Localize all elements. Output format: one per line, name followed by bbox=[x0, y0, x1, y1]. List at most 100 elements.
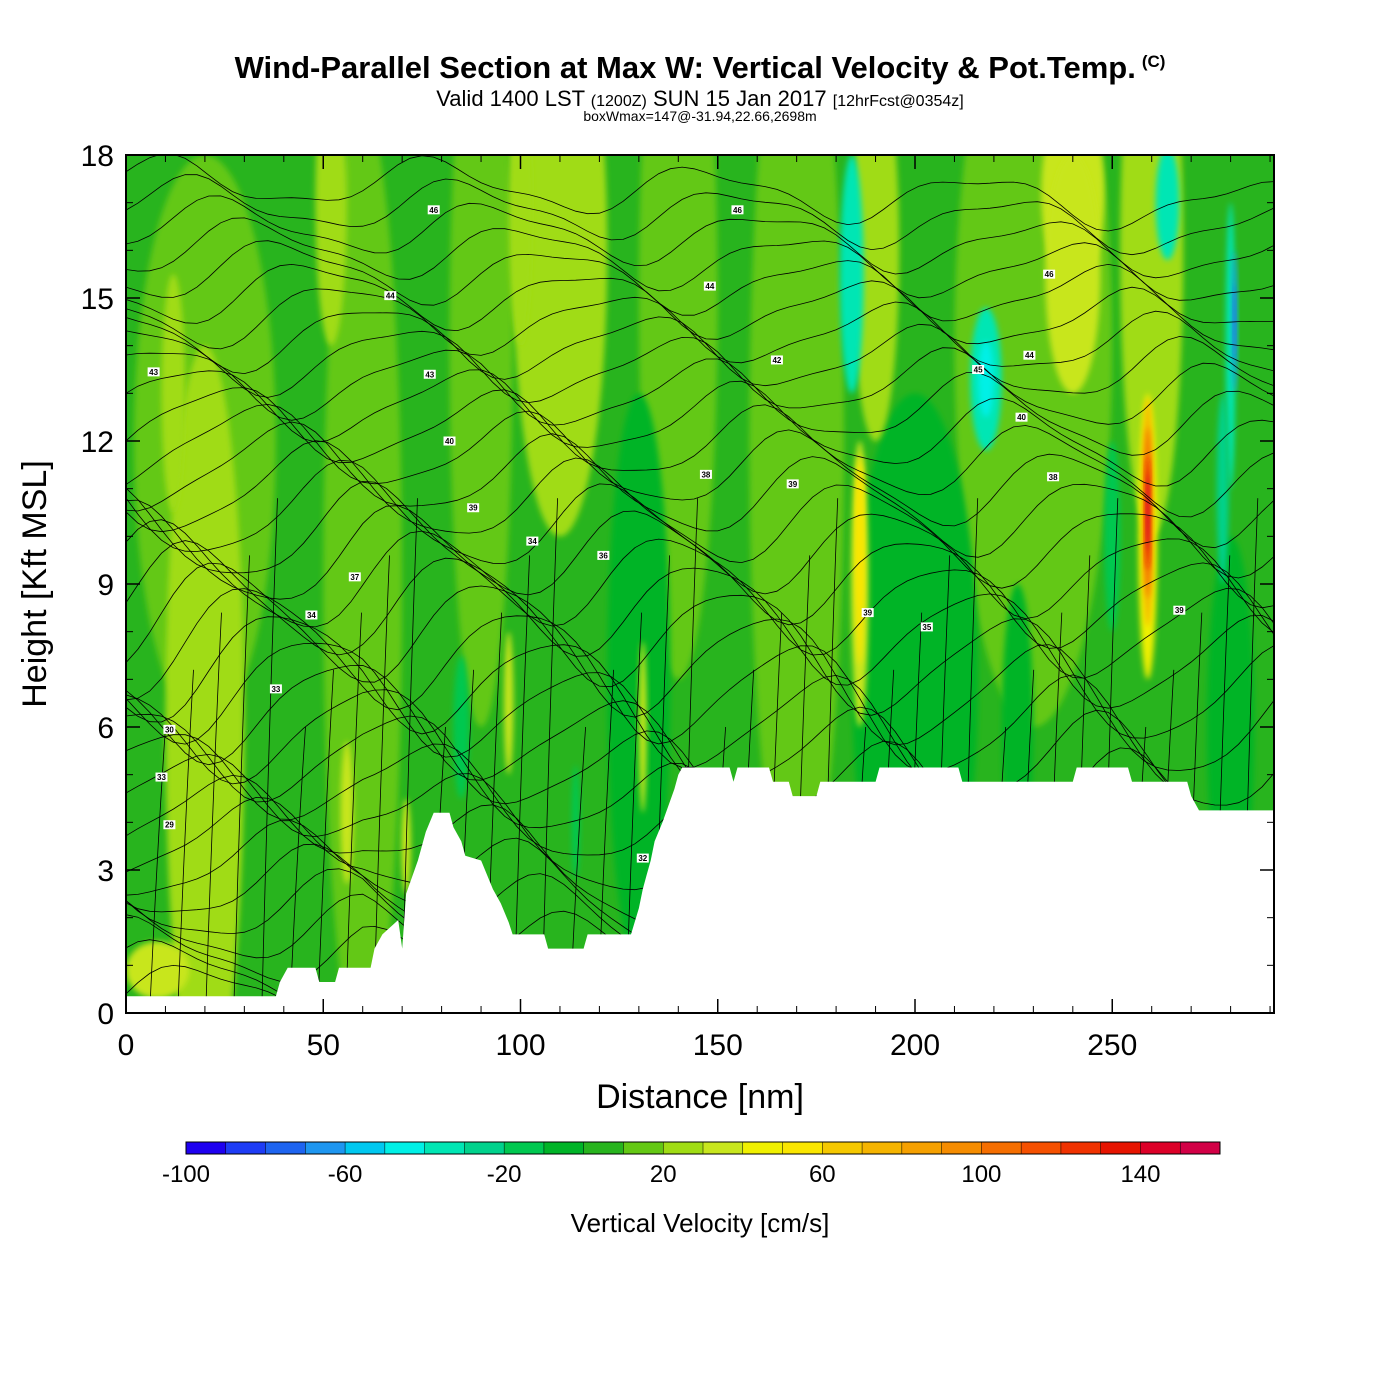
contour-label-bg bbox=[384, 291, 397, 301]
contour-label-bg bbox=[1173, 605, 1186, 615]
contour-label: 39 bbox=[863, 609, 872, 618]
contour-label: 35 bbox=[922, 623, 931, 632]
contour-label-bg bbox=[597, 550, 610, 560]
contour-label: 43 bbox=[149, 368, 158, 377]
isentrope-29 bbox=[126, 330, 1274, 425]
x-tick-label: 250 bbox=[1087, 1029, 1137, 1062]
contour-labels: 43 46 46 44 44 43 40 42 46 45 44 40 39 38 39 38 34 36 37 34… bbox=[147, 205, 1186, 863]
contour-label: 40 bbox=[1017, 413, 1026, 422]
contour-label-bg bbox=[1015, 412, 1028, 422]
contour-strand-2 bbox=[205, 612, 222, 1013]
contour-label: 39 bbox=[1175, 606, 1184, 615]
isentrope-33 bbox=[126, 240, 1274, 324]
y-tick-label: 3 bbox=[97, 855, 114, 888]
contour-label: 46 bbox=[1045, 270, 1054, 279]
isentrope-19 bbox=[126, 519, 1274, 709]
isentrope-15 bbox=[126, 616, 1274, 843]
colorbar-swatch bbox=[1100, 1142, 1141, 1154]
contour-label-bg bbox=[731, 205, 744, 215]
chart-subtitle: Valid 1400 LST (1200Z) SUN 15 Jan 2017 [… bbox=[0, 86, 1400, 112]
contour-label: 46 bbox=[733, 206, 742, 215]
contour-label: 44 bbox=[1025, 351, 1034, 360]
colorbar-swatch bbox=[504, 1142, 545, 1154]
colorbar-swatch bbox=[464, 1142, 505, 1154]
contour-label: 42 bbox=[772, 356, 781, 365]
velocity-feature-34 bbox=[978, 340, 994, 418]
contour-label-bg bbox=[269, 684, 282, 694]
y-tick-label: 9 bbox=[97, 569, 114, 602]
contour-label-bg bbox=[1043, 269, 1056, 279]
x-tick-label: 0 bbox=[118, 1029, 135, 1062]
velocity-feature-39 bbox=[1216, 393, 1229, 584]
colorbar-swatch bbox=[623, 1142, 664, 1154]
colorbar-swatch bbox=[703, 1142, 744, 1154]
contour-label-bg bbox=[1023, 350, 1036, 360]
isentrope-32 bbox=[126, 263, 1274, 351]
contour-label: 34 bbox=[528, 537, 537, 546]
contour-label-bg bbox=[467, 503, 480, 513]
colorbar-swatch bbox=[225, 1142, 267, 1154]
terrain-mask bbox=[126, 767, 1274, 1013]
contour-label: 32 bbox=[638, 854, 647, 863]
contour-strand-14 bbox=[541, 498, 558, 1013]
contour-strand-1 bbox=[177, 669, 194, 1013]
contour-label-bg bbox=[770, 355, 783, 365]
colorbar-tick-label: 60 bbox=[809, 1161, 836, 1188]
contour-label-bg bbox=[920, 622, 933, 632]
colorbar: -100 -60 -20 20 60 100 140 bbox=[162, 1141, 1221, 1188]
x-tick-label: 50 bbox=[307, 1029, 340, 1062]
colorbar-swatch bbox=[742, 1142, 784, 1154]
isentrope-4 bbox=[126, 868, 693, 1013]
colorbar-swatch bbox=[384, 1142, 426, 1154]
contour-label: 39 bbox=[788, 480, 797, 489]
contour-label-bg bbox=[163, 724, 176, 734]
contour-label-bg bbox=[861, 608, 874, 618]
isentrope-30 bbox=[126, 312, 1274, 394]
colorbar-tick-label: 100 bbox=[961, 1161, 1001, 1188]
colorbar-swatch bbox=[782, 1142, 823, 1154]
contour-label: 37 bbox=[350, 573, 359, 582]
colorbar-swatch bbox=[901, 1142, 943, 1154]
velocity-feature-30 bbox=[161, 274, 186, 513]
colorbar-swatch bbox=[1021, 1142, 1062, 1154]
x-tick-label: 150 bbox=[693, 1029, 743, 1062]
isentrope-28 bbox=[126, 349, 1274, 456]
colorbar-swatch bbox=[1060, 1142, 1102, 1154]
x-axis-title: Distance [nm] bbox=[596, 1078, 804, 1116]
velocity-feature-27 bbox=[340, 741, 354, 885]
isentrope-31 bbox=[126, 288, 1274, 372]
velocity-feature-12 bbox=[508, 155, 533, 346]
chart-title: Wind-Parallel Section at Max W: Vertical… bbox=[0, 50, 1400, 86]
contour-label-bg bbox=[699, 469, 712, 479]
y-tick-label: 15 bbox=[81, 283, 114, 316]
colorbar-tick-label: 140 bbox=[1120, 1161, 1160, 1188]
chart-title-text: Wind-Parallel Section at Max W: Vertical… bbox=[234, 50, 1136, 85]
colorbar-title: Vertical Velocity [cm/s] bbox=[571, 1208, 830, 1238]
velocity-feature-26 bbox=[503, 631, 514, 775]
colorbar-swatch bbox=[583, 1142, 624, 1154]
isentrope-36 bbox=[126, 174, 1274, 256]
contour-label-bg bbox=[703, 281, 716, 291]
isentrope-34 bbox=[126, 217, 1274, 301]
x-tick-label: 100 bbox=[495, 1029, 545, 1062]
contour-label: 30 bbox=[165, 725, 174, 734]
colorbar-swatch bbox=[345, 1142, 386, 1154]
velocity-feature-11 bbox=[315, 155, 347, 346]
isentrope-23 bbox=[126, 440, 1274, 609]
contour-label-bg bbox=[443, 436, 456, 446]
colorbar-swatch bbox=[862, 1142, 903, 1154]
valid-utc: (1200Z) bbox=[590, 93, 647, 110]
colorbar-swatch bbox=[543, 1142, 585, 1154]
contour-label: 43 bbox=[425, 370, 434, 379]
velocity-feature-25 bbox=[638, 641, 647, 813]
contour-label: 40 bbox=[445, 437, 454, 446]
velocity-feature-19 bbox=[857, 464, 863, 608]
isentrope-35 bbox=[126, 195, 1274, 279]
contour-label: 33 bbox=[271, 685, 280, 694]
contour-label-bg bbox=[423, 369, 436, 379]
velocity-feature-3 bbox=[512, 155, 608, 537]
y-tick-label: 6 bbox=[97, 712, 114, 745]
colorbar-swatch bbox=[941, 1142, 982, 1154]
contour-label-bg bbox=[972, 365, 985, 374]
